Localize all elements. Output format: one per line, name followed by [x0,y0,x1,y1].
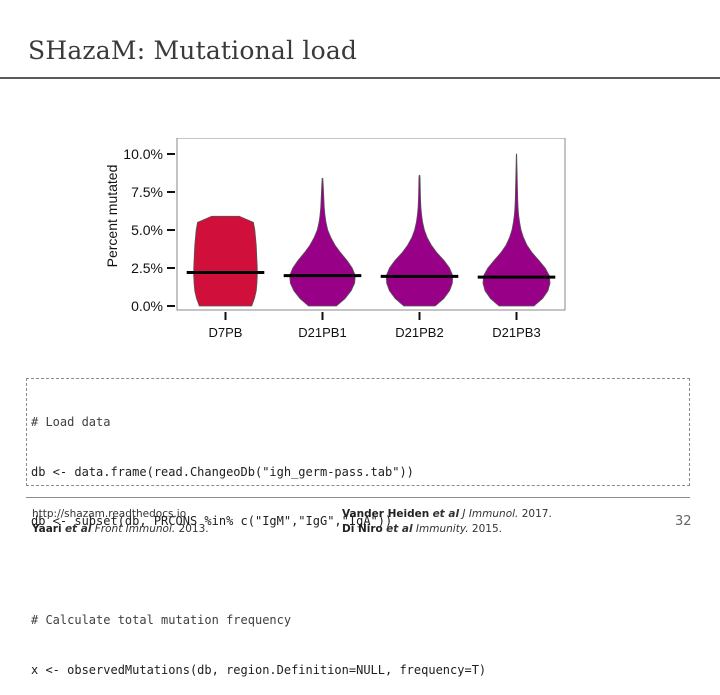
page-number: 32 [675,514,692,529]
y-tick-label: 5.0% [131,222,163,238]
citation-journal: J Immunol. [462,508,519,520]
y-axis-label: Percent mutated [104,165,120,268]
citation-year: 2015. [471,523,502,535]
code-line: # Calculate total mutation frequency [31,613,292,627]
citation-author: Di Niro [342,523,383,535]
citation-author: Vander Heiden [342,508,430,520]
x-tick-label: D21PB2 [395,325,443,340]
violin-D21PB1 [289,177,356,307]
citation-author: Yaari [32,523,62,535]
y-axis: 0.0% 2.5% 5.0% 7.5% 10.0% [123,146,175,314]
citation-year: 2013. [178,523,209,535]
citation-etal: et al [386,523,413,535]
footer-divider [26,497,690,498]
citation-year: 2017. [521,508,552,520]
citation-yaari: Yaari et al Front Immunol. 2013. [32,522,209,537]
x-tick-label: D7PB [209,325,243,340]
citation-journal: Immunity. [415,523,469,535]
violin-D21PB2 [385,174,454,307]
y-tick-label: 2.5% [131,260,163,276]
citation-etal: et al [432,508,460,520]
footer-left: http://shazam.readthedocs.io Yaari et al… [32,507,209,537]
violin-D21PB3 [482,153,551,307]
code-block: # Load data db <- data.frame(read.Change… [26,378,690,677]
citation-journal: Front Immunol. [94,523,176,535]
y-tick-label: 0.0% [131,298,163,314]
code-line: db <- subset(db, PRCONS %in% c("IgM","Ig… [31,514,393,528]
title-divider [0,77,720,79]
code-line: # Load data [31,415,111,429]
y-tick-label: 10.0% [123,146,163,162]
code-line [31,563,689,580]
code-line: x <- observedMutations(db, region.Defini… [31,662,487,677]
citation-vander-heiden: Vander Heiden et al J Immunol. 2017. [342,507,552,522]
x-axis: D7PB D21PB1 D21PB2 D21PB3 [209,312,541,340]
citation-di-niro: Di Niro et al Immunity. 2015. [342,522,552,537]
violin-D7PB [193,215,258,307]
x-tick-label: D21PB3 [492,325,540,340]
citation-etal: et al [64,523,92,535]
footer-middle: Vander Heiden et al J Immunol. 2017. Di … [342,507,552,537]
slide-title: SHazaM: Mutational load [28,36,358,65]
footer-link[interactable]: http://shazam.readthedocs.io [32,508,187,520]
x-tick-label: D21PB1 [298,325,346,340]
violin-group [186,153,556,307]
violin-chart: 0.0% 2.5% 5.0% 7.5% 10.0% D7PB D21PB1 D21PB2 D2… [104,138,566,340]
y-tick-label: 7.5% [131,184,163,200]
code-line: db <- data.frame(read.ChangeoDb("igh_ger… [31,464,414,479]
